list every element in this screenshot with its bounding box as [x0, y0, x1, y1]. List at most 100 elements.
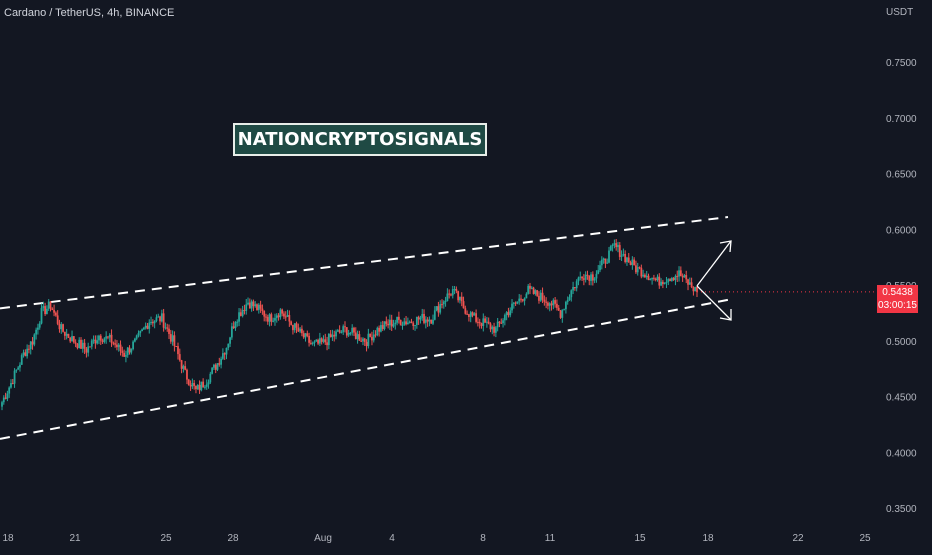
candle[interactable] — [241, 305, 244, 318]
candle[interactable] — [247, 297, 249, 306]
candle[interactable] — [468, 313, 470, 322]
candle[interactable] — [694, 286, 697, 292]
candle[interactable] — [198, 380, 201, 394]
candle[interactable] — [204, 385, 206, 390]
candle[interactable] — [620, 250, 623, 262]
candle[interactable] — [193, 380, 196, 390]
candle[interactable] — [1, 400, 3, 411]
candle[interactable] — [661, 279, 664, 289]
candle[interactable] — [439, 300, 442, 315]
candle[interactable] — [606, 258, 609, 264]
candle[interactable] — [455, 286, 458, 294]
candle[interactable] — [676, 270, 679, 283]
candle[interactable] — [175, 345, 178, 348]
candle[interactable] — [78, 337, 81, 349]
candle[interactable] — [401, 321, 404, 330]
candle[interactable] — [681, 273, 684, 282]
candle[interactable] — [38, 321, 41, 330]
candle[interactable] — [279, 308, 282, 320]
candle[interactable] — [369, 333, 372, 338]
candle[interactable] — [275, 313, 278, 323]
candle[interactable] — [157, 313, 160, 318]
trend-channel[interactable] — [0, 215, 731, 440]
channel-upper-line[interactable] — [0, 215, 729, 310]
candle[interactable] — [121, 346, 124, 357]
candle[interactable] — [320, 337, 323, 345]
candle[interactable] — [71, 330, 73, 342]
candle[interactable] — [177, 342, 179, 360]
candle[interactable] — [139, 330, 142, 337]
candle[interactable] — [622, 248, 625, 257]
candle[interactable] — [290, 320, 293, 326]
candle[interactable] — [604, 258, 607, 269]
candle[interactable] — [636, 262, 639, 276]
candle[interactable] — [367, 328, 370, 349]
candle[interactable] — [532, 286, 535, 295]
candle[interactable] — [600, 256, 603, 270]
candle[interactable] — [365, 339, 368, 352]
candle[interactable] — [207, 379, 210, 389]
candle[interactable] — [257, 303, 260, 314]
candle[interactable] — [536, 289, 539, 297]
candle[interactable] — [24, 349, 27, 357]
candle[interactable] — [529, 282, 531, 295]
candle[interactable] — [133, 337, 136, 343]
candle[interactable] — [28, 344, 30, 354]
candle[interactable] — [608, 246, 610, 264]
candle[interactable] — [485, 316, 488, 328]
candle[interactable] — [159, 315, 161, 325]
candle[interactable] — [189, 380, 192, 391]
candle[interactable] — [29, 341, 32, 355]
candle[interactable] — [306, 330, 309, 338]
candle[interactable] — [146, 322, 149, 330]
candle[interactable] — [169, 329, 172, 344]
candle[interactable] — [221, 348, 224, 361]
candle[interactable] — [200, 381, 203, 392]
candle[interactable] — [288, 310, 291, 327]
candle[interactable] — [435, 306, 438, 312]
candle[interactable] — [331, 329, 334, 341]
candle[interactable] — [371, 331, 373, 346]
candle[interactable] — [130, 348, 133, 355]
candle[interactable] — [33, 333, 36, 347]
candle[interactable] — [225, 347, 228, 360]
candle[interactable] — [268, 313, 271, 327]
candle[interactable] — [299, 327, 302, 334]
candle[interactable] — [322, 335, 325, 344]
candle[interactable] — [89, 346, 91, 348]
candle[interactable] — [281, 308, 284, 317]
candle[interactable] — [205, 379, 208, 390]
candle[interactable] — [496, 317, 499, 332]
candle[interactable] — [363, 337, 366, 346]
candle[interactable] — [649, 278, 652, 281]
candle[interactable] — [60, 321, 63, 334]
candle[interactable] — [62, 323, 64, 333]
candle[interactable] — [399, 319, 402, 326]
candle[interactable] — [640, 264, 643, 279]
candle[interactable] — [498, 321, 501, 328]
candle[interactable] — [90, 338, 93, 350]
candle[interactable] — [441, 299, 443, 309]
candle[interactable] — [647, 273, 650, 281]
candle[interactable] — [110, 329, 113, 347]
candle[interactable] — [520, 294, 522, 303]
candle[interactable] — [599, 260, 601, 273]
candle[interactable] — [168, 324, 170, 340]
candle[interactable] — [116, 340, 118, 351]
candle[interactable] — [688, 277, 691, 285]
candle[interactable] — [53, 304, 55, 317]
candle[interactable] — [342, 324, 345, 335]
candle[interactable] — [611, 243, 614, 252]
candle[interactable] — [545, 297, 548, 309]
candle[interactable] — [263, 310, 266, 322]
candle[interactable] — [405, 316, 407, 326]
candle[interactable] — [283, 311, 285, 320]
candle[interactable] — [216, 363, 219, 372]
candle[interactable] — [541, 287, 544, 304]
candle[interactable] — [218, 357, 221, 367]
candle[interactable] — [155, 314, 158, 323]
candle[interactable] — [103, 337, 106, 344]
candle[interactable] — [236, 319, 239, 327]
candle[interactable] — [69, 336, 72, 344]
candle[interactable] — [180, 359, 183, 374]
